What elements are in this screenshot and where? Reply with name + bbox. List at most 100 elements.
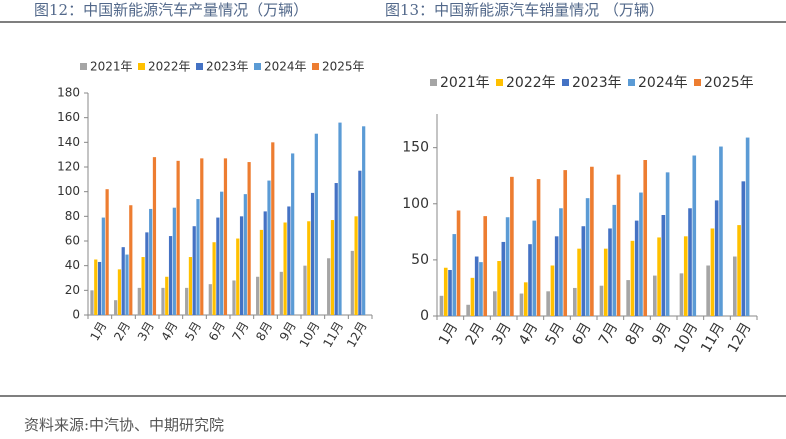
x-tick-label: 9月 <box>277 319 299 343</box>
bar <box>634 220 639 316</box>
bar <box>117 269 122 315</box>
y-tick-label: 80 <box>65 209 80 223</box>
bar <box>443 267 448 316</box>
legend-label: 2024年 <box>264 60 307 74</box>
bar <box>291 153 295 315</box>
bar <box>599 285 604 316</box>
legend-swatch <box>254 63 261 70</box>
x-tick-label: 1月 <box>88 319 110 343</box>
bar <box>161 287 165 315</box>
bar <box>479 262 483 316</box>
bar <box>590 166 594 316</box>
bar <box>152 157 157 315</box>
bar <box>223 158 228 315</box>
figure-title: 图13：中国新能源汽车销量情况 （万辆） <box>385 1 664 19</box>
bar <box>188 257 193 315</box>
bar <box>247 162 251 315</box>
bar <box>683 236 688 316</box>
bar <box>97 261 102 315</box>
legend-label: 2021年 <box>90 60 133 74</box>
bar <box>439 295 444 316</box>
bar <box>745 137 750 316</box>
bar <box>256 276 260 315</box>
bar <box>612 204 617 316</box>
bar <box>653 275 657 316</box>
bar <box>168 236 173 315</box>
bar <box>145 232 149 315</box>
x-tick-label: 2月 <box>463 320 488 348</box>
x-tick-label: 7月 <box>230 319 252 343</box>
bar <box>94 259 98 315</box>
y-tick-label: 120 <box>57 160 80 174</box>
y-tick-label: 160 <box>57 110 80 124</box>
bar <box>448 269 452 316</box>
bar <box>165 276 169 315</box>
legend-label: 2025年 <box>322 60 365 74</box>
bar <box>212 242 216 315</box>
x-tick-label: 3月 <box>135 319 157 343</box>
bar <box>125 254 129 315</box>
x-tick-label: 12月 <box>344 319 370 350</box>
bar <box>532 220 537 316</box>
bar <box>519 293 524 316</box>
legend-swatch <box>628 79 635 86</box>
bar <box>90 290 94 315</box>
bar <box>129 205 133 315</box>
bar <box>559 208 563 316</box>
bar <box>528 244 532 316</box>
bar <box>208 284 212 315</box>
y-tick-label: 0 <box>72 308 80 322</box>
bar <box>573 287 577 316</box>
bar <box>577 248 581 316</box>
bar <box>327 258 331 315</box>
bar <box>630 240 635 316</box>
bar <box>330 220 335 315</box>
bar <box>271 142 275 315</box>
x-tick-label: 8月 <box>623 320 648 348</box>
bar <box>232 280 236 315</box>
bar <box>483 216 488 316</box>
bar <box>510 176 514 316</box>
bar <box>661 215 666 316</box>
x-tick-label: 11月 <box>698 320 728 356</box>
legend-label: 2022年 <box>148 60 191 74</box>
bar <box>334 183 338 315</box>
bar <box>200 158 204 315</box>
bar <box>263 211 267 315</box>
x-tick-label: 11月 <box>320 319 346 350</box>
legend-swatch <box>312 63 319 70</box>
bar <box>497 261 501 316</box>
bar <box>665 172 670 316</box>
bar <box>741 181 746 316</box>
bar <box>643 160 648 316</box>
legend-label: 2024年 <box>638 75 688 91</box>
bar <box>279 271 283 315</box>
bar <box>307 221 311 315</box>
bar <box>550 265 555 316</box>
bar <box>639 192 643 316</box>
bar <box>505 217 510 316</box>
bar <box>493 291 497 316</box>
y-tick-label: 100 <box>402 196 429 212</box>
bar <box>185 287 189 315</box>
y-tick-label: 180 <box>57 86 80 100</box>
x-tick-label: 3月 <box>489 320 514 348</box>
y-tick-label: 60 <box>65 234 80 248</box>
bar <box>470 277 475 316</box>
bar <box>616 174 621 316</box>
bar <box>603 248 608 316</box>
x-tick-label: 6月 <box>569 320 594 348</box>
bar <box>585 198 590 316</box>
bar <box>501 241 506 316</box>
bar <box>192 226 196 315</box>
x-tick-label: 8月 <box>253 319 275 343</box>
bar <box>719 146 723 316</box>
bar <box>220 191 224 315</box>
legend-swatch <box>430 79 437 86</box>
x-tick-label: 2月 <box>111 319 133 343</box>
bar <box>216 217 220 315</box>
y-tick-label: 150 <box>402 140 429 156</box>
bar <box>692 155 697 316</box>
legend-swatch <box>80 63 87 70</box>
